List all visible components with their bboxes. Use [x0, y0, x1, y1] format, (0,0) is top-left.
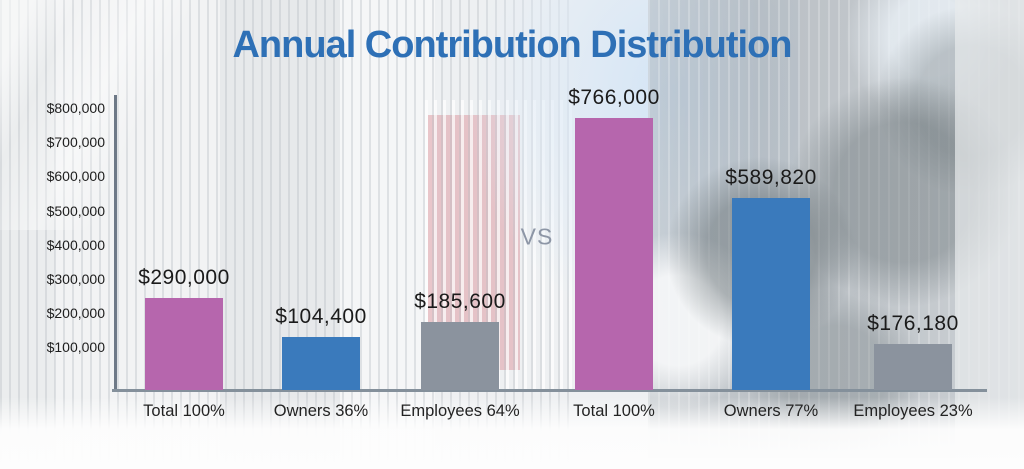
vs-separator-label: VS	[520, 223, 554, 250]
y-axis-tick-label: $300,000	[46, 271, 105, 287]
background-light-streaks	[0, 0, 480, 230]
bar-category-label: Total 100%	[573, 402, 655, 420]
bar-value-label: $589,820	[725, 166, 817, 189]
bar-category-label: Employees 23%	[853, 402, 973, 420]
bar-owners-77-	[732, 198, 810, 390]
bar-category-label: Owners 77%	[723, 402, 819, 420]
y-axis-tick-label: $800,000	[46, 100, 105, 116]
bar-value-label: $290,000	[138, 266, 230, 289]
y-axis-line	[114, 95, 117, 391]
bar-category-label: Owners 36%	[273, 402, 369, 420]
background-bottom-fade	[0, 397, 1024, 469]
bar-value-label: $766,000	[568, 86, 660, 109]
bar-value-label: $176,180	[867, 312, 959, 335]
y-axis-tick-label: $400,000	[46, 236, 105, 253]
y-axis-tick-label: $600,000	[46, 168, 105, 185]
bar-total-100-	[145, 298, 223, 390]
y-axis-tick-label: $200,000	[46, 305, 105, 322]
y-axis-tick-label: $100,000	[46, 339, 105, 356]
y-axis-tick-label: $500,000	[46, 202, 105, 219]
bar-category-label: Total 100%	[143, 402, 225, 420]
bar-employees-64-	[421, 322, 499, 390]
y-axis-tick-label: $700,000	[46, 134, 105, 151]
bar-total-100-	[575, 118, 653, 390]
bar-value-label: $185,600	[414, 290, 506, 313]
chart-title: Annual Contribution Distribution	[232, 24, 792, 66]
bar-value-label: $104,400	[275, 305, 367, 328]
x-axis-line	[112, 389, 987, 392]
bar-employees-23-	[874, 344, 952, 390]
bar-owners-36-	[282, 337, 360, 390]
bar-category-label: Employees 64%	[400, 402, 520, 420]
